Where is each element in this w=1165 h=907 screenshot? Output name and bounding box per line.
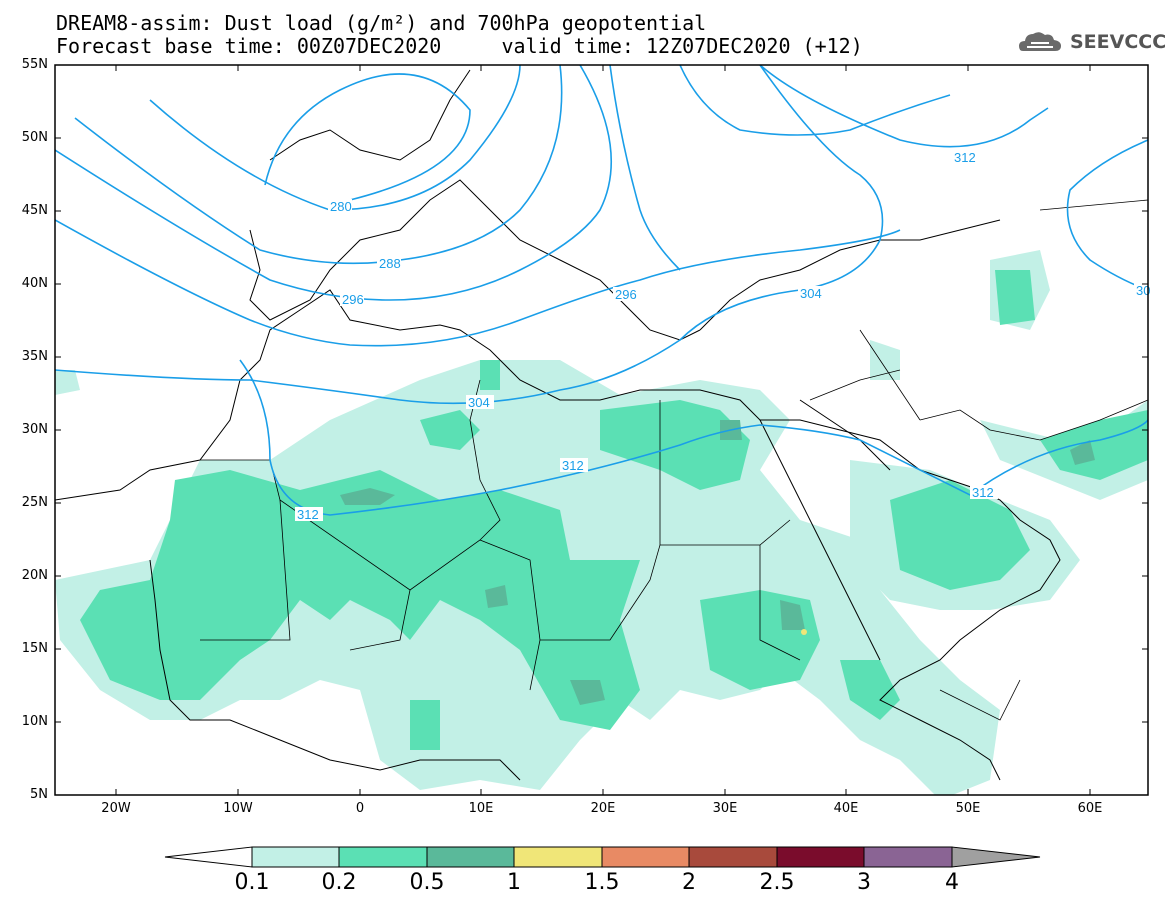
contour-label: 312 <box>972 485 994 500</box>
lat-label: 20N <box>21 568 48 583</box>
contour-label: 312 <box>297 507 319 522</box>
axis-ticks <box>55 64 1148 796</box>
colorbar-label: 4 <box>945 870 959 895</box>
lon-label: 20E <box>590 801 616 816</box>
lon-label: 50E <box>955 801 981 816</box>
lat-label: 55N <box>21 57 48 72</box>
lon-label: 10W <box>223 801 253 816</box>
contour-label: 296 <box>615 287 637 302</box>
colorbar-label: 2 <box>682 870 696 895</box>
colorbar-label: 1.5 <box>584 870 620 895</box>
lon-label: 10E <box>468 801 494 816</box>
contour-label: 304 <box>800 286 822 301</box>
colorbar-label: 0.5 <box>409 870 445 895</box>
colorbar-label: 1 <box>507 870 521 895</box>
colorbar-label: 0.1 <box>234 870 270 895</box>
colorbar-arrow-right <box>951 846 1041 868</box>
lat-label: 30N <box>21 422 48 437</box>
lon-label: 60E <box>1077 801 1103 816</box>
lat-label: 35N <box>21 349 48 364</box>
lat-label: 45N <box>21 203 48 218</box>
colorbar-swatch <box>776 846 865 868</box>
lon-label: 40E <box>833 801 859 816</box>
colorbar-swatch <box>601 846 690 868</box>
lon-label: 20W <box>101 801 131 816</box>
lat-label: 40N <box>21 276 48 291</box>
map-title-line2: Forecast base time: 00Z07DEC2020 valid t… <box>56 34 863 58</box>
lat-label: 50N <box>21 130 48 145</box>
colorbar-label: 2.5 <box>759 870 795 895</box>
contour-label: 296 <box>342 292 364 307</box>
colorbar-swatch <box>688 846 778 868</box>
lat-label: 15N <box>21 641 48 656</box>
colorbar-label: 3 <box>857 870 871 895</box>
dust-field-1.0 <box>801 629 807 635</box>
contour-label: 30 <box>1136 283 1150 298</box>
colorbar-arrow-left <box>164 846 253 868</box>
map-title-line1: DREAM8-assim: Dust load (g/m²) and 700hP… <box>56 11 707 35</box>
contour-label: 312 <box>954 150 976 165</box>
logo-text: SEEVCCC <box>1070 31 1165 53</box>
colorbar-swatch <box>338 846 428 868</box>
colorbar-swatch <box>426 846 515 868</box>
lat-label: 10N <box>21 714 48 729</box>
contour-label: 312 <box>562 458 584 473</box>
cloud-logo-icon <box>1019 32 1061 51</box>
colorbar-swatch <box>513 846 603 868</box>
lat-label: 25N <box>21 495 48 510</box>
colorbar-swatch <box>251 846 340 868</box>
dust-field-0.2 <box>80 270 1148 750</box>
dust-field-0.5 <box>340 420 1095 705</box>
coastlines <box>55 69 1061 781</box>
colorbar-label: 0.2 <box>321 870 357 895</box>
contour-labels: 280 288 296 296 304 304 312 312 312 312 … <box>295 150 1150 522</box>
contour-label: 288 <box>379 256 401 271</box>
contour-label: 304 <box>468 395 490 410</box>
colorbar <box>164 846 1041 868</box>
lon-label: 0 <box>355 801 365 816</box>
contour-label: 280 <box>330 199 352 214</box>
colorbar-swatch <box>863 846 953 868</box>
lon-label: 30E <box>712 801 738 816</box>
lat-label: 5N <box>30 787 48 802</box>
geopotential-contours <box>55 65 1148 516</box>
